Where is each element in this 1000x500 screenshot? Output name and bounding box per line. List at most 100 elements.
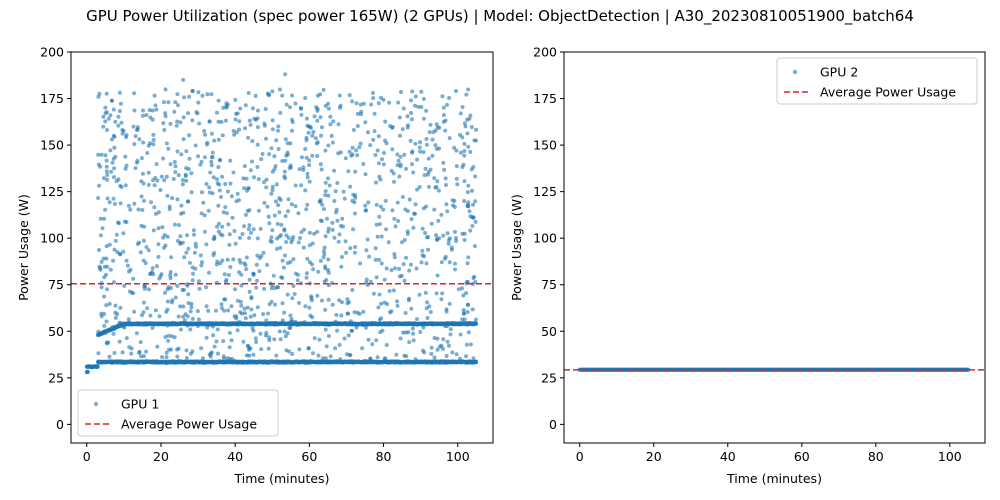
data-point (132, 201, 137, 206)
data-point (114, 232, 119, 237)
data-point (198, 253, 203, 258)
data-point (250, 106, 255, 111)
data-point (411, 225, 416, 230)
data-point (282, 310, 287, 315)
data-point (318, 115, 323, 120)
y-tick-label: 200 (533, 45, 557, 60)
legend-label: GPU 2 (820, 65, 858, 80)
data-point (355, 153, 360, 158)
data-point (175, 238, 180, 243)
data-point (268, 238, 273, 243)
x-tick-label: 60 (301, 449, 317, 464)
data-point (124, 133, 129, 138)
data-point (328, 114, 333, 119)
data-point (291, 257, 296, 262)
data-point (407, 268, 412, 273)
x-tick-label: 80 (376, 449, 392, 464)
data-point (458, 111, 463, 116)
data-point (330, 140, 335, 145)
data-point (302, 320, 307, 325)
data-point (330, 302, 335, 307)
data-point (169, 347, 174, 352)
data-point (183, 312, 188, 317)
data-point (247, 289, 252, 294)
data-point (462, 179, 467, 184)
data-point (334, 207, 339, 212)
data-point (424, 261, 429, 266)
data-point (155, 344, 160, 349)
data-point (468, 113, 473, 118)
data-point (374, 222, 379, 227)
data-point (287, 326, 292, 330)
data-point (469, 125, 474, 129)
data-point (384, 343, 389, 347)
data-point (144, 322, 149, 327)
data-point (321, 87, 326, 92)
data-point (233, 117, 238, 122)
data-point (182, 318, 187, 323)
data-point (264, 136, 268, 141)
data-point (315, 321, 320, 326)
data-point (366, 130, 370, 135)
data-point (194, 244, 198, 249)
data-point (173, 295, 178, 300)
data-point (249, 295, 254, 300)
data-point (100, 226, 105, 231)
data-point (207, 352, 212, 357)
data-point (183, 174, 188, 179)
data-point (96, 152, 101, 157)
data-point (122, 325, 127, 330)
y-tick-label: 125 (533, 184, 557, 199)
data-point (211, 175, 216, 180)
data-point (434, 185, 439, 190)
data-point (314, 105, 319, 110)
data-point (407, 197, 412, 202)
data-point (221, 105, 226, 110)
data-point (167, 207, 172, 212)
data-point (311, 267, 316, 272)
data-point (232, 314, 237, 319)
data-point (222, 356, 227, 361)
data-point (290, 320, 295, 324)
data-point (231, 257, 236, 262)
data-point (151, 138, 156, 142)
data-point (304, 207, 309, 212)
data-point (220, 133, 225, 138)
data-point (152, 205, 157, 210)
data-point (112, 247, 117, 252)
data-point (411, 338, 416, 343)
data-point (204, 242, 209, 247)
data-point (176, 314, 181, 319)
data-point (388, 124, 393, 128)
data-point (290, 117, 295, 122)
data-point (290, 128, 294, 133)
data-point (269, 299, 274, 304)
data-point (399, 90, 403, 94)
data-point (110, 137, 114, 142)
data-point (447, 236, 452, 241)
data-point (368, 143, 373, 148)
data-point (381, 97, 386, 102)
data-point (392, 252, 397, 256)
data-point (120, 128, 125, 132)
data-point (373, 246, 378, 251)
data-point (441, 113, 446, 118)
data-point (165, 299, 170, 304)
data-point (222, 272, 227, 277)
data-point (224, 211, 229, 216)
data-point (255, 165, 260, 169)
data-point (445, 209, 450, 214)
data-point (273, 302, 277, 307)
data-point (222, 297, 227, 302)
data-point (113, 310, 118, 315)
data-point (402, 152, 407, 157)
data-point (99, 260, 104, 264)
data-point (258, 226, 263, 231)
data-point (111, 196, 116, 201)
data-point (367, 254, 372, 259)
data-point (104, 272, 108, 277)
data-point (215, 177, 219, 182)
data-point (322, 252, 327, 256)
data-point (153, 211, 158, 216)
data-point (441, 337, 446, 342)
